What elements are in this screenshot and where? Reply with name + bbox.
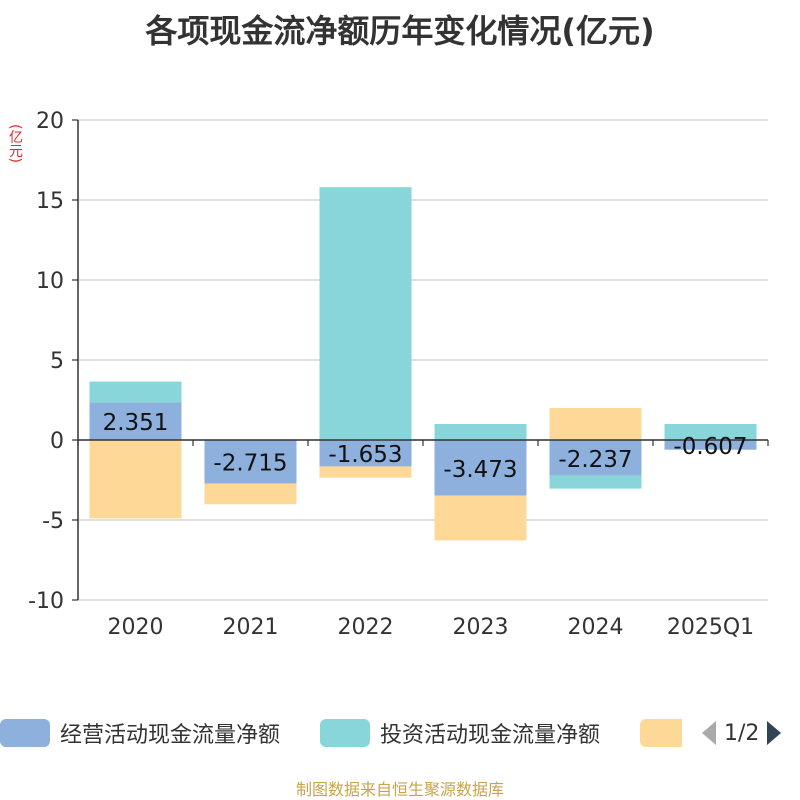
y-tick-label: 20 [36, 109, 64, 134]
bar-segment [664, 424, 757, 440]
bar-segment [89, 402, 182, 440]
data-source-note: 制图数据来自恒生聚源数据库 [295, 780, 504, 799]
x-tick-label: 2021 [223, 615, 279, 640]
bar-group [89, 187, 757, 541]
y-tick-label: -10 [28, 589, 64, 614]
data-labels: 2.351 -2.715 -1.653 -3.473 -2.237 -0.607 [103, 410, 748, 483]
legend-page-indicator: 1/2 [724, 720, 760, 746]
legend-next-page-icon[interactable] [765, 719, 783, 747]
legend-swatch-financing [640, 719, 682, 747]
bar-segment [319, 466, 412, 478]
legend-item-operating[interactable]: 经营活动现金流量净额 [0, 716, 280, 750]
bar-segment [549, 475, 642, 489]
y-tick-label: 10 [36, 269, 64, 294]
bar-segment [434, 424, 527, 440]
x-tick-label: 2022 [338, 615, 394, 640]
bar-segment [549, 440, 642, 476]
bar-segment [89, 381, 182, 403]
data-label: -3.473 [443, 457, 517, 483]
x-tick-label: 2023 [453, 615, 509, 640]
bar-segment [549, 408, 642, 440]
grid-lines [78, 119, 768, 601]
legend-label-investing: 投资活动现金流量净额 [380, 723, 601, 748]
y-axis-unit-label: (亿元) [7, 124, 23, 163]
bar-segment [89, 440, 182, 519]
bar-segment [204, 440, 297, 484]
y-tick-label: 15 [36, 189, 64, 214]
axes: 20 15 10 5 0 -5 -10 2020 2021 2022 2023 2024 2025Q1 [28, 109, 769, 640]
bar-segment [319, 187, 412, 440]
bar-segment [664, 440, 757, 450]
y-tick-label: 0 [50, 429, 64, 454]
chart-title: 各项现金流净额历年变化情况(亿元) [145, 12, 655, 50]
legend-label-operating: 经营活动现金流量净额 [60, 723, 281, 748]
legend-item-financing[interactable] [640, 716, 682, 750]
x-tick-label: 2025Q1 [667, 615, 754, 640]
data-label: -2.237 [558, 447, 632, 473]
legend-swatch-investing [320, 719, 370, 747]
legend-item-investing[interactable]: 投资活动现金流量净额 [320, 716, 600, 750]
data-label: -0.607 [673, 434, 747, 460]
legend-swatch-operating [0, 719, 50, 747]
bar-segment [204, 483, 297, 505]
y-tick-label: 5 [50, 349, 64, 374]
bar-segment [434, 495, 527, 541]
y-tick-label: -5 [42, 509, 64, 534]
x-tick-label: 2024 [568, 615, 624, 640]
data-label: 2.351 [103, 410, 169, 436]
x-tick-label: 2020 [108, 615, 164, 640]
bar-segment [319, 440, 412, 467]
data-label: -2.715 [213, 451, 287, 477]
legend-prev-page-icon[interactable] [700, 719, 718, 747]
legend-pager: 1/2 [700, 716, 783, 750]
data-label: -1.653 [328, 442, 402, 468]
bar-segment [434, 440, 527, 496]
